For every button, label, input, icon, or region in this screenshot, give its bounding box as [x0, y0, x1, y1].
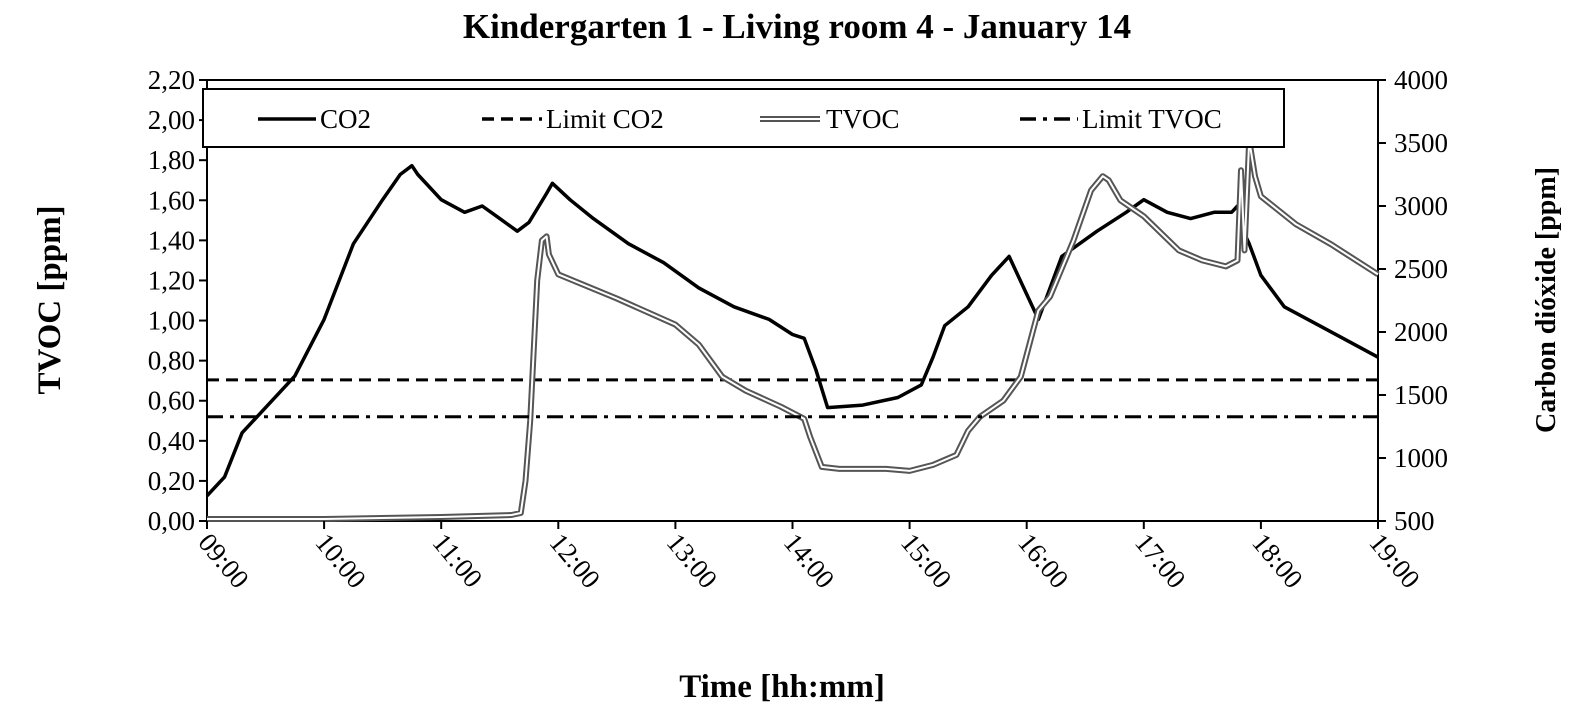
y-left-tick-label: 1,60 [148, 185, 195, 215]
y-left-tick-label: 0,40 [148, 426, 195, 456]
y-right-tick-label: 2000 [1394, 317, 1448, 347]
y-right-axis-title: Carbon dióxide [ppm] [1531, 167, 1562, 433]
legend: CO2 Limit CO2 TVOC Limit TVOC [202, 88, 1285, 148]
x-tick-label: 16:00 [1012, 528, 1075, 594]
y-left-tick-label: 0,80 [148, 346, 195, 376]
y-right-tick-label: 3500 [1394, 128, 1448, 158]
x-tick-label: 09:00 [192, 528, 255, 594]
x-axis-title: Time [hh:mm] [679, 669, 885, 705]
y-right-tick-label: 3000 [1394, 191, 1448, 221]
y-left-tick-label: 0,60 [148, 386, 195, 416]
y-left-tick-label: 1,00 [148, 306, 195, 336]
legend-label: Limit TVOC [1082, 104, 1222, 134]
y-left-tick-label: 0,20 [148, 466, 195, 496]
y-left-tick-label: 1,40 [148, 225, 195, 255]
y-right-tick-label: 500 [1394, 506, 1435, 536]
chart-title: Kindergarten 1 - Living room 4 - January… [463, 7, 1131, 46]
x-tick-label: 10:00 [310, 528, 373, 594]
y-left-axis-title: TVOC [ppm] [32, 205, 68, 394]
legend-label: CO2 [320, 104, 371, 134]
x-tick-label: 19:00 [1363, 528, 1426, 594]
y-left-tick-label: 0,00 [148, 506, 195, 536]
x-tick-label: 12:00 [544, 528, 607, 594]
x-tick-label: 11:00 [427, 528, 489, 594]
y-left-tick-label: 2,00 [148, 105, 195, 135]
x-tick-label: 14:00 [778, 528, 841, 594]
x-tick-label: 13:00 [661, 528, 724, 594]
x-tick-label: 18:00 [1246, 528, 1309, 594]
y-left-tick-label: 1,20 [148, 265, 195, 295]
y-right-tick-label: 1000 [1394, 443, 1448, 473]
y-left-tick-label: 2,20 [148, 65, 195, 95]
y-right-tick-label: 4000 [1394, 65, 1448, 95]
legend-label: TVOC [826, 104, 900, 134]
x-tick-label: 15:00 [895, 528, 958, 594]
y-right-axis: 500 1000 1500 2000 2500 3000 3500 4000 [1378, 65, 1448, 536]
y-left-tick-label: 1,80 [148, 145, 195, 175]
legend-box [202, 88, 1285, 148]
x-axis: 09:00 10:00 11:00 12:00 13:00 14:00 15:00 16:00… [192, 521, 1426, 594]
series-co2 [205, 163, 1379, 497]
x-tick-label: 17:00 [1129, 528, 1192, 594]
y-left-axis: 0,00 0,20 0,40 0,60 0,80 1,00 1,20 1,40 1,60 1,80… [148, 65, 207, 536]
y-right-tick-label: 2500 [1394, 254, 1448, 284]
y-right-tick-label: 1500 [1394, 380, 1448, 410]
series-tvoc [207, 139, 1379, 520]
legend-label: Limit CO2 [546, 104, 664, 134]
series-layer [205, 137, 1380, 522]
